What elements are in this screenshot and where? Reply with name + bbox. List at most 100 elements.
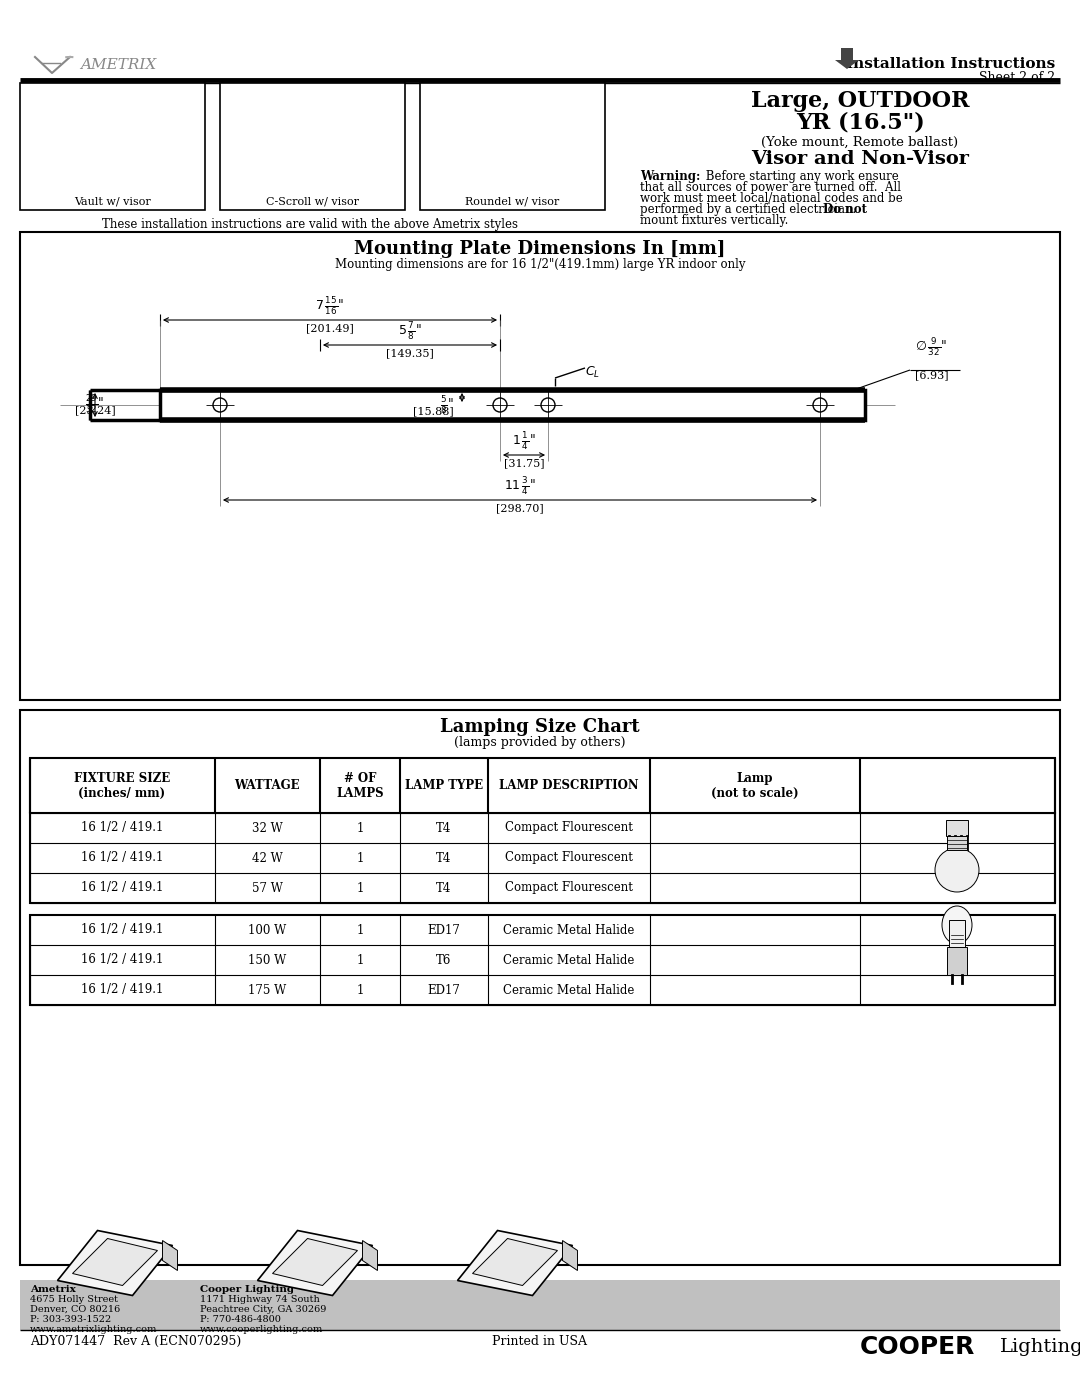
Text: (Yoke mount, Remote ballast): (Yoke mount, Remote ballast) bbox=[761, 136, 959, 149]
Text: 1: 1 bbox=[356, 821, 364, 834]
Text: 100 W: 100 W bbox=[248, 923, 286, 936]
Text: $\frac{5}{8}$": $\frac{5}{8}$" bbox=[441, 394, 454, 416]
Polygon shape bbox=[835, 47, 859, 68]
Text: [6.93]: [6.93] bbox=[915, 370, 948, 380]
Text: Lamping Size Chart: Lamping Size Chart bbox=[441, 718, 639, 736]
Text: Denver, CO 80216: Denver, CO 80216 bbox=[30, 1305, 120, 1315]
Text: ED17: ED17 bbox=[428, 923, 460, 936]
Bar bbox=[220, 82, 405, 210]
Text: Mounting Plate Dimensions In [mm]: Mounting Plate Dimensions In [mm] bbox=[354, 240, 726, 258]
Text: LAMPS: LAMPS bbox=[336, 787, 383, 800]
Text: $\frac{29}{32}$": $\frac{29}{32}$" bbox=[85, 393, 105, 415]
Polygon shape bbox=[57, 1231, 173, 1295]
Text: Lighting: Lighting bbox=[1000, 1338, 1080, 1356]
Polygon shape bbox=[473, 1239, 557, 1285]
Polygon shape bbox=[563, 1241, 578, 1270]
Bar bbox=[30, 759, 1055, 813]
Text: [15.88]: [15.88] bbox=[414, 407, 454, 416]
Text: 1: 1 bbox=[356, 882, 364, 894]
Text: 16 1/2 / 419.1: 16 1/2 / 419.1 bbox=[81, 983, 163, 996]
Circle shape bbox=[813, 398, 827, 412]
Text: Ceramic Metal Halide: Ceramic Metal Halide bbox=[503, 983, 635, 996]
Bar bbox=[947, 835, 967, 849]
Text: T6: T6 bbox=[436, 954, 451, 967]
Text: Large, OUTDOOR: Large, OUTDOOR bbox=[751, 89, 969, 112]
Text: 4675 Holly Street: 4675 Holly Street bbox=[30, 1295, 118, 1303]
Text: Warning:: Warning: bbox=[640, 170, 700, 183]
Circle shape bbox=[492, 398, 507, 412]
Circle shape bbox=[541, 398, 555, 412]
Text: Ceramic Metal Halide: Ceramic Metal Halide bbox=[503, 923, 635, 936]
Text: COOPER: COOPER bbox=[860, 1336, 975, 1359]
Text: 16 1/2 / 419.1: 16 1/2 / 419.1 bbox=[81, 923, 163, 936]
Text: [23.24]: [23.24] bbox=[75, 405, 116, 415]
Text: [298.70]: [298.70] bbox=[496, 503, 544, 513]
Polygon shape bbox=[272, 1239, 357, 1285]
Text: Roundel w/ visor: Roundel w/ visor bbox=[465, 197, 559, 207]
Text: 16 1/2 / 419.1: 16 1/2 / 419.1 bbox=[81, 852, 163, 865]
Bar bbox=[160, 390, 865, 420]
Text: Mounting dimensions are for 16 1/2"(419.1mm) large YR indoor only: Mounting dimensions are for 16 1/2"(419.… bbox=[335, 258, 745, 271]
Bar bbox=[30, 915, 1055, 1004]
Text: Vault w/ visor: Vault w/ visor bbox=[75, 197, 151, 207]
Text: 1: 1 bbox=[356, 983, 364, 996]
Bar bbox=[21, 82, 205, 210]
Text: Printed in USA: Printed in USA bbox=[492, 1336, 588, 1348]
Text: Cooper Lighting: Cooper Lighting bbox=[200, 1285, 294, 1294]
Text: Before starting any work ensure: Before starting any work ensure bbox=[702, 170, 899, 183]
Polygon shape bbox=[257, 1231, 373, 1295]
Text: FIXTURE SIZE: FIXTURE SIZE bbox=[73, 773, 171, 785]
Text: $1\,\frac{1}{4}$": $1\,\frac{1}{4}$" bbox=[512, 430, 536, 453]
Text: Sheet 2 of 2: Sheet 2 of 2 bbox=[978, 71, 1055, 84]
Bar bbox=[30, 813, 1055, 902]
Bar bbox=[420, 82, 605, 210]
Text: 1171 Highway 74 South: 1171 Highway 74 South bbox=[200, 1295, 320, 1303]
Text: 42 W: 42 W bbox=[252, 852, 282, 865]
Polygon shape bbox=[162, 1241, 177, 1270]
Text: YR (16.5"): YR (16.5") bbox=[796, 112, 924, 134]
Text: $\varnothing\,\frac{9}{32}$": $\varnothing\,\frac{9}{32}$" bbox=[915, 337, 947, 358]
Text: 1: 1 bbox=[356, 923, 364, 936]
Text: 175 W: 175 W bbox=[248, 983, 286, 996]
Ellipse shape bbox=[942, 907, 972, 944]
Text: Ametrix: Ametrix bbox=[30, 1285, 76, 1294]
Text: ED17: ED17 bbox=[428, 983, 460, 996]
Text: T4: T4 bbox=[436, 852, 451, 865]
Text: Ceramic Metal Halide: Ceramic Metal Halide bbox=[503, 954, 635, 967]
Text: 1: 1 bbox=[356, 852, 364, 865]
Text: 16 1/2 / 419.1: 16 1/2 / 419.1 bbox=[81, 821, 163, 834]
Text: (not to scale): (not to scale) bbox=[712, 787, 799, 800]
Text: Compact Flourescent: Compact Flourescent bbox=[505, 821, 633, 834]
Text: 1: 1 bbox=[356, 954, 364, 967]
Text: Compact Flourescent: Compact Flourescent bbox=[505, 882, 633, 894]
Text: P: 303-393-1522: P: 303-393-1522 bbox=[30, 1315, 111, 1324]
Text: AMETRIX: AMETRIX bbox=[80, 59, 157, 73]
Text: Visor and Non-Visor: Visor and Non-Visor bbox=[751, 149, 969, 168]
Polygon shape bbox=[72, 1239, 158, 1285]
Text: mount fixtures vertically.: mount fixtures vertically. bbox=[640, 214, 788, 226]
Polygon shape bbox=[363, 1241, 378, 1270]
Text: www.cooperlighting.com: www.cooperlighting.com bbox=[200, 1324, 323, 1334]
Text: [201.49]: [201.49] bbox=[306, 323, 354, 332]
Text: Lamp: Lamp bbox=[737, 773, 773, 785]
Text: Installation Instructions: Installation Instructions bbox=[846, 57, 1055, 71]
Text: [31.75]: [31.75] bbox=[503, 458, 544, 468]
Text: 150 W: 150 W bbox=[248, 954, 286, 967]
Text: P: 770-486-4800: P: 770-486-4800 bbox=[200, 1315, 281, 1324]
Bar bbox=[946, 820, 968, 835]
Text: T4: T4 bbox=[436, 821, 451, 834]
Text: $11\,\frac{3}{4}$": $11\,\frac{3}{4}$" bbox=[504, 475, 536, 497]
Bar bbox=[21, 1280, 1059, 1330]
Text: 57 W: 57 W bbox=[252, 882, 283, 894]
Circle shape bbox=[935, 848, 978, 893]
Bar bbox=[21, 710, 1059, 1266]
Circle shape bbox=[213, 398, 227, 412]
Text: WATTAGE: WATTAGE bbox=[234, 780, 300, 792]
Text: T4: T4 bbox=[436, 882, 451, 894]
Text: performed by a certified electrician.: performed by a certified electrician. bbox=[640, 203, 864, 217]
Bar bbox=[947, 947, 967, 975]
Text: 16 1/2 / 419.1: 16 1/2 / 419.1 bbox=[81, 882, 163, 894]
Text: work must meet local/national codes and be: work must meet local/national codes and … bbox=[640, 191, 903, 205]
Text: [149.35]: [149.35] bbox=[386, 348, 434, 358]
Bar bbox=[21, 232, 1059, 700]
